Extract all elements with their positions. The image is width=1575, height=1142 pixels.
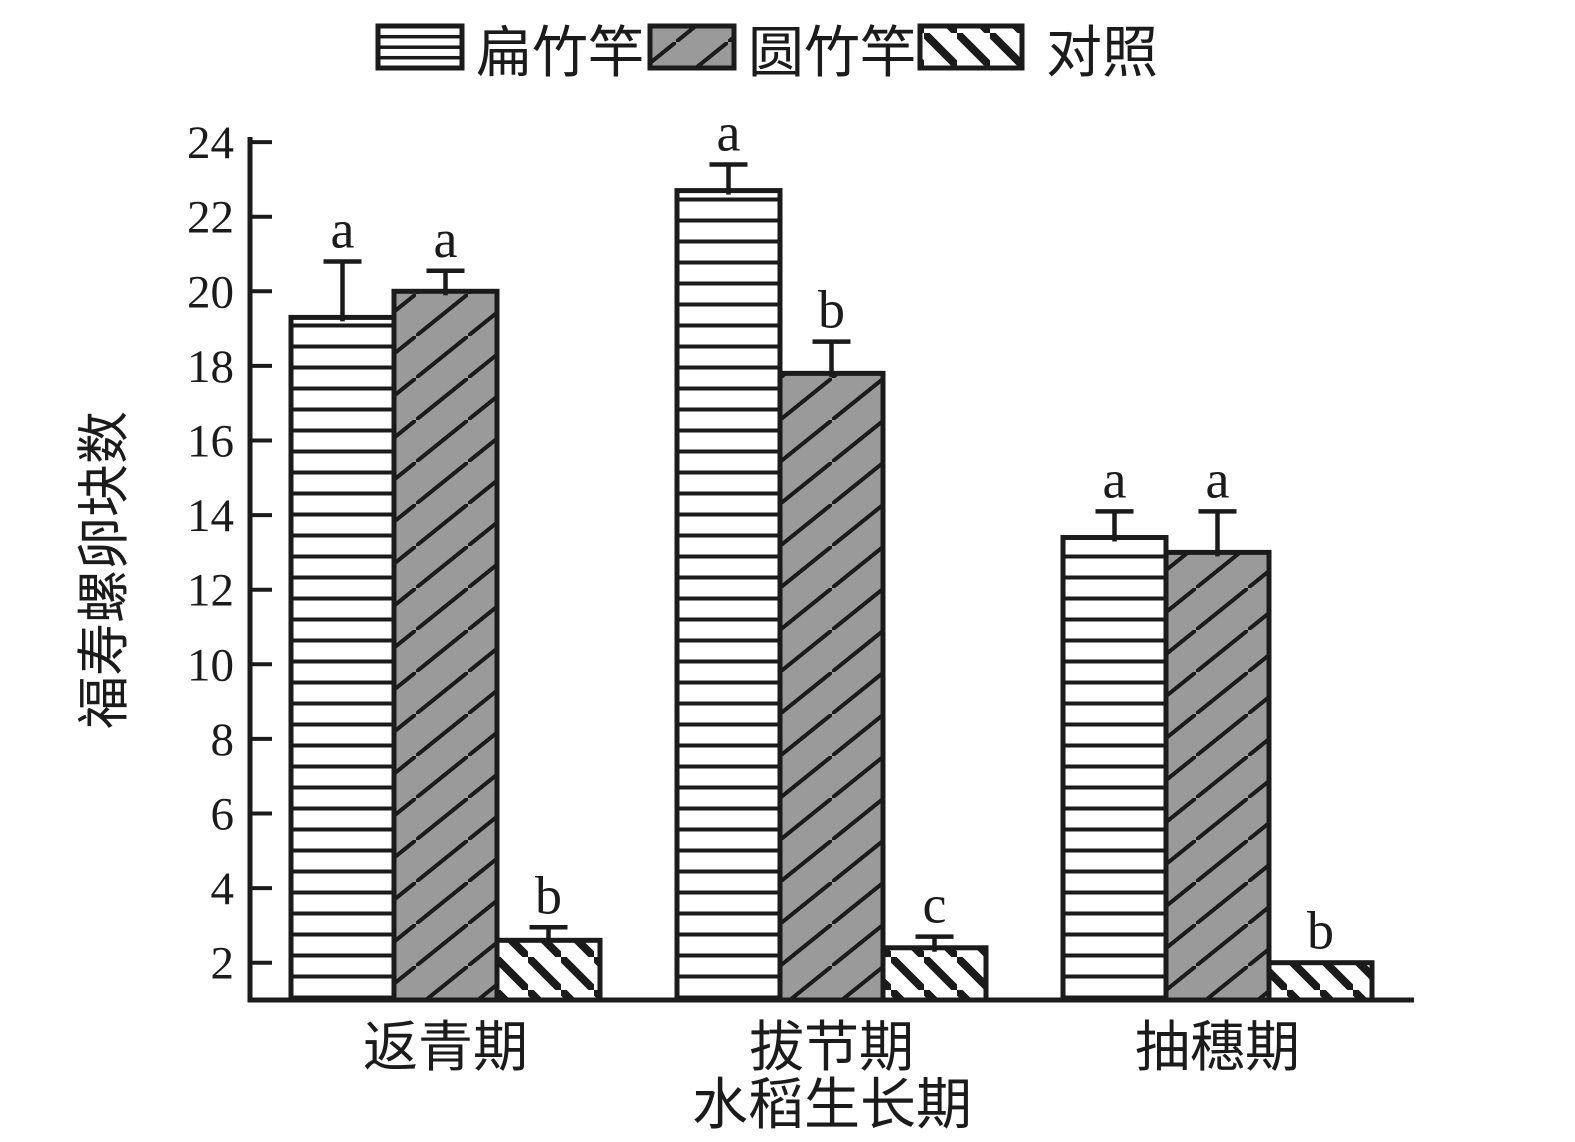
y-tick-label-16: 16 (187, 416, 234, 468)
y-tick-label-22: 22 (187, 192, 234, 244)
y-tick-label-8: 8 (211, 714, 235, 766)
bar-flat-bamboo-拔节期 (674, 188, 783, 1003)
error-bar-control-返青期 (529, 925, 568, 945)
legend-item-round-bamboo: 圆竹竿 (647, 23, 916, 85)
legend-swatch-flat-bamboo (375, 23, 465, 71)
bar-control-抽穗期 (1266, 960, 1375, 1003)
y-tick-label-4: 4 (211, 863, 235, 915)
legend-label-control: 对照 (1046, 23, 1158, 85)
sig-letter-flat-bamboo-拔节期: a (717, 102, 741, 162)
legend-swatch-round-bamboo (647, 23, 737, 71)
sig-letter-control-返青期: b (535, 865, 562, 925)
sig-letter-round-bamboo-拔节期: b (818, 280, 845, 340)
y-tick-label-14: 14 (187, 490, 234, 542)
error-bar-flat-bamboo-抽穗期 (1095, 509, 1134, 542)
error-bar-round-bamboo-抽穗期 (1198, 509, 1237, 557)
sig-letter-control-拔节期: c (923, 875, 947, 935)
legend-swatch-control (917, 23, 1025, 71)
y-tick-label-18: 18 (187, 341, 234, 393)
legend: 扁竹竿 圆竹竿 对照 (375, 23, 1158, 85)
x-category-label-1: 返青期 (363, 1017, 528, 1078)
bar-flat-bamboo-抽穗期 (1060, 534, 1169, 1003)
legend-label-round-bamboo: 圆竹竿 (748, 23, 916, 85)
bar-round-bamboo-拔节期 (777, 370, 886, 1003)
sig-letter-round-bamboo-返青期: a (434, 209, 458, 269)
sig-letter-flat-bamboo-抽穗期: a (1103, 449, 1127, 509)
x-category-label-2: 拔节期 (749, 1017, 914, 1078)
sig-letter-flat-bamboo-返青期: a (331, 199, 355, 259)
error-bar-flat-bamboo-拔节期 (709, 162, 748, 195)
x-category-label-3: 抽穗期 (1135, 1017, 1300, 1078)
y-tick-label-6: 6 (211, 789, 235, 841)
bar-round-bamboo-抽穗期 (1163, 549, 1272, 1003)
bar-flat-bamboo-返青期 (288, 314, 397, 1003)
y-tick-label-10: 10 (187, 639, 234, 691)
sig-letter-round-bamboo-抽穗期: a (1206, 449, 1230, 509)
bar-control-拔节期 (880, 945, 989, 1003)
plot-area: a a a a b a b c b (288, 102, 1375, 1003)
error-bar-round-bamboo-返青期 (426, 268, 465, 296)
error-bar-control-拔节期 (915, 934, 954, 952)
legend-item-flat-bamboo: 扁竹竿 (375, 23, 644, 85)
bar-round-bamboo-返青期 (391, 288, 500, 1003)
legend-label-flat-bamboo: 扁竹竿 (476, 23, 644, 85)
error-bar-round-bamboo-拔节期 (812, 339, 851, 378)
sig-letter-control-抽穗期: b (1307, 901, 1334, 961)
x-axis-title: 水稻生长期 (692, 1075, 972, 1137)
y-tick-label-20: 20 (187, 266, 234, 318)
y-tick-label-24: 24 (187, 117, 234, 169)
y-tick-label-2: 2 (211, 938, 235, 990)
legend-item-control: 对照 (917, 23, 1158, 85)
bar-control-返青期 (494, 937, 603, 1003)
y-tick-label-12: 12 (187, 565, 234, 617)
y-axis-title: 福寿螺卵块数 (76, 411, 134, 729)
error-bar-flat-bamboo-返青期 (323, 259, 362, 322)
